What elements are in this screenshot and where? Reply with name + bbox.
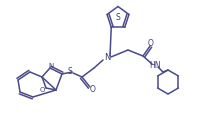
Text: S: S (116, 13, 120, 22)
Text: N: N (104, 53, 110, 63)
Text: N: N (48, 63, 54, 69)
Text: O: O (90, 86, 96, 95)
Text: O: O (148, 38, 154, 47)
Text: O: O (39, 87, 45, 93)
Text: S: S (68, 68, 72, 76)
Text: HN: HN (149, 61, 161, 70)
